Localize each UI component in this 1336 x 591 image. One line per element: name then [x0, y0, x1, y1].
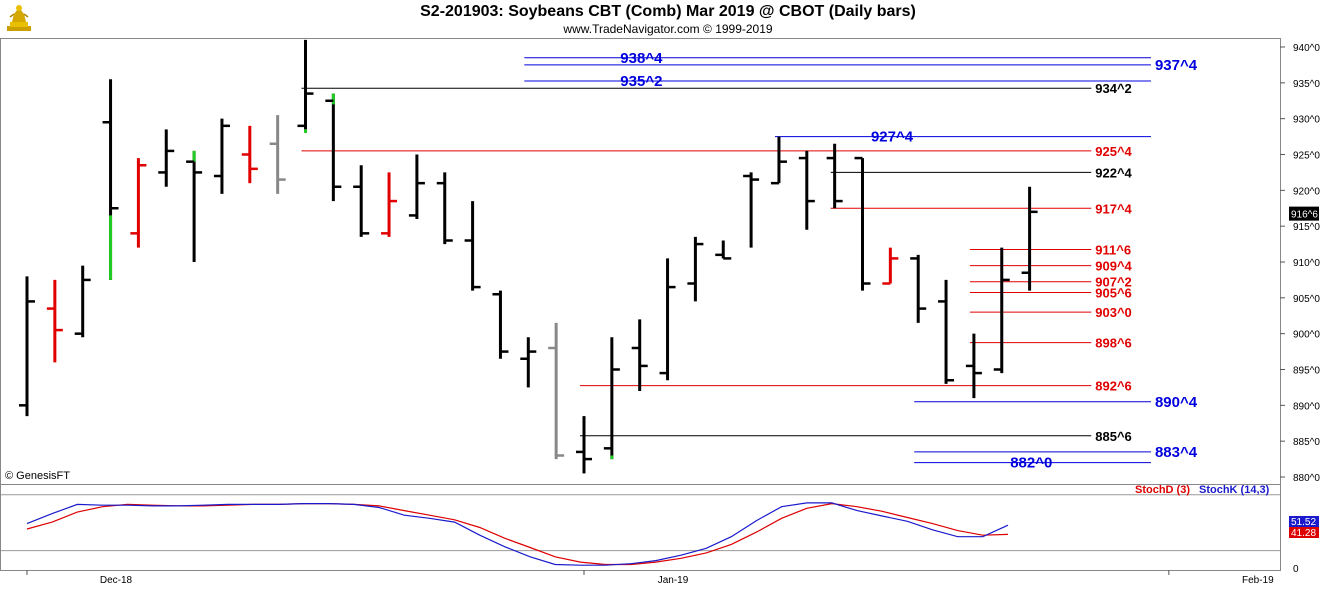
ohlc-bar: [798, 150, 815, 230]
price-tick-label: 935^0: [1293, 79, 1320, 90]
price-panel-frame: [0, 38, 1281, 485]
stoch-k-value: 51.52: [1291, 517, 1316, 528]
level-label: 882^0: [1010, 455, 1052, 472]
ohlc-bar: [1021, 186, 1038, 291]
level-label: 883^4: [1155, 444, 1198, 461]
ohlc-bar: [130, 158, 147, 248]
ohlc-bar: [965, 333, 982, 399]
ohlc-bar: [548, 322, 565, 460]
ohlc-bar: [74, 265, 91, 338]
level-label: 903^0: [1095, 305, 1132, 320]
price-tick-label: 895^0: [1293, 366, 1320, 377]
price-tick-label: 940^0: [1293, 43, 1320, 54]
ohlc-bar: [603, 337, 620, 460]
level-label: 905^6: [1095, 285, 1132, 300]
price-tick-label: 900^0: [1293, 330, 1320, 341]
level-label: 922^4: [1095, 165, 1132, 180]
ohlc-bar: [743, 172, 760, 248]
current-price-label: 916^6: [1291, 210, 1318, 221]
stoch-d-value: 41.28: [1291, 528, 1316, 539]
level-label: 938^4: [620, 50, 663, 67]
price-tick-label: 915^0: [1293, 222, 1320, 233]
level-label: 909^4: [1095, 259, 1132, 274]
level-label: 885^6: [1095, 429, 1132, 444]
level-label: 911^6: [1095, 242, 1131, 257]
ohlc-bar: [381, 172, 398, 237]
ohlc-bar: [492, 290, 509, 359]
level-label: 925^4: [1095, 144, 1132, 159]
bars-layer: [19, 39, 1038, 474]
price-tick-label: 885^0: [1293, 437, 1320, 448]
date-tick-label: Dec-18: [100, 575, 133, 586]
ohlc-bar: [631, 319, 648, 391]
ohlc-bar: [464, 201, 481, 291]
ohlc-bar: [19, 276, 35, 417]
price-tick-label: 890^0: [1293, 401, 1320, 412]
level-label: 917^4: [1095, 201, 1132, 216]
stoch-k-line: [26, 502, 1009, 566]
ohlc-bar: [353, 165, 370, 237]
ohlc-bar: [325, 93, 342, 202]
ohlc-bar: [408, 154, 425, 219]
ohlc-bar: [938, 279, 955, 384]
level-label: 898^6: [1095, 336, 1132, 351]
chart-subtitle: www.TradeNavigator.com © 1999-2019: [563, 22, 773, 36]
ohlc-bar: [269, 115, 286, 194]
watermark: © GenesisFT: [5, 470, 70, 482]
stoch-k-badge: [1289, 516, 1319, 527]
ohlc-bar: [576, 416, 592, 474]
date-tick-label: Jan-19: [658, 575, 689, 586]
stoch-d-badge: [1289, 527, 1319, 538]
ohlc-bar: [882, 247, 899, 285]
ohlc-bar: [102, 79, 119, 280]
ohlc-bar: [213, 118, 230, 194]
level-label: 937^4: [1155, 57, 1198, 74]
ohlc-bar: [186, 150, 203, 262]
price-tick-label: 930^0: [1293, 115, 1320, 126]
current-price-badge: [1289, 206, 1319, 221]
stoch-k-legend: StochK (14,3): [1199, 484, 1270, 496]
price-tick-label: 905^0: [1293, 294, 1320, 305]
ohlc-bar: [158, 129, 175, 187]
ohlc-bar: [715, 240, 732, 260]
ohlc-bar: [520, 337, 537, 388]
ohlc-bar: [436, 172, 453, 245]
date-tick-label: Feb-19: [1242, 575, 1274, 586]
stoch-zero-label: 0: [1293, 564, 1299, 575]
levels-layer: 938^4 937^4 935^2 934^2 927^4 925^4 922^4 917^4…: [301, 50, 1198, 472]
chart-title: S2-201903: Soybeans CBT (Comb) Mar 2019 …: [420, 3, 916, 20]
ohlc-bar: [659, 258, 676, 381]
date-axis: Dec-18 Jan-19 Feb-19: [26, 570, 1274, 586]
ohlc-bar: [241, 125, 258, 184]
level-label: 927^4: [871, 129, 914, 146]
level-label: 934^2: [1095, 81, 1132, 96]
level-label: 907^2: [1095, 275, 1132, 290]
ohlc-bar: [910, 254, 927, 323]
price-tick-label: 920^0: [1293, 186, 1320, 197]
ohlc-bar: [993, 247, 1010, 374]
ohlc-bar: [770, 136, 787, 185]
level-label: 935^2: [620, 73, 662, 90]
price-tick-label: 880^0: [1293, 473, 1320, 484]
ohlc-bar: [46, 279, 63, 363]
stochastic-panel-frame: [0, 484, 1281, 571]
ohlc-bar: [826, 143, 843, 209]
level-label: 892^6: [1095, 379, 1132, 394]
level-label: 890^4: [1155, 394, 1198, 411]
price-tick-label: 910^0: [1293, 258, 1320, 269]
price-axis: 880^0 885^0 890^0 895^0 900^0 905^0 910^0 915^0…: [1280, 43, 1320, 484]
stoch-d-line: [26, 502, 1009, 566]
price-tick-label: 925^0: [1293, 151, 1320, 162]
ohlc-bar: [297, 39, 314, 133]
ohlc-bar: [854, 156, 871, 291]
stoch-d-legend: StochD (3): [1135, 484, 1190, 496]
bull-statue-icon: [7, 5, 31, 31]
ohlc-bar: [687, 236, 704, 302]
